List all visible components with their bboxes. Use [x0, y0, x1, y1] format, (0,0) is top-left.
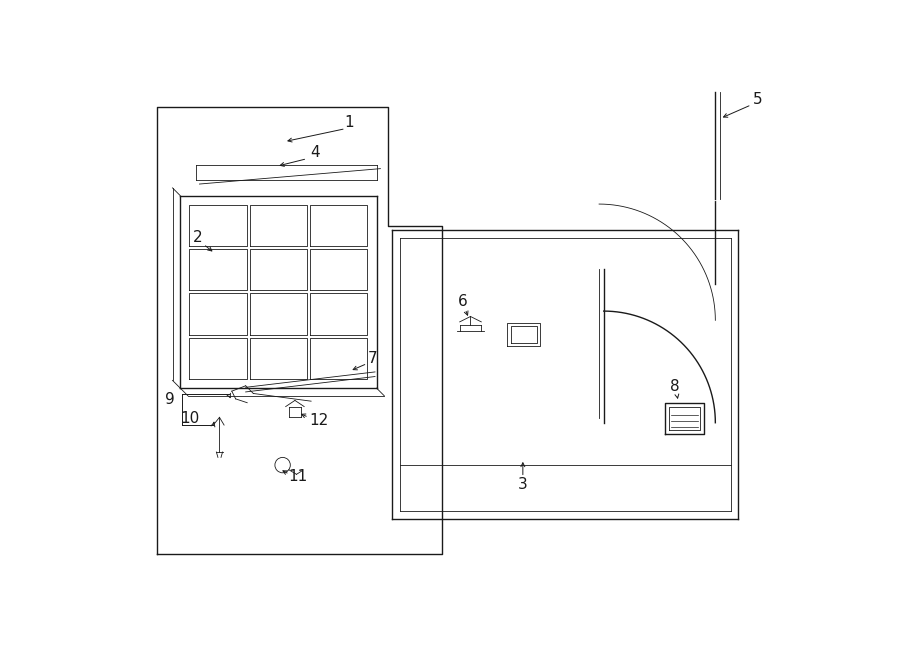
Text: 12: 12	[310, 413, 328, 428]
Text: 8: 8	[670, 379, 680, 394]
Text: 1: 1	[345, 115, 355, 130]
Text: 11: 11	[288, 469, 308, 484]
Text: 4: 4	[310, 145, 320, 160]
Text: 5: 5	[753, 92, 762, 107]
Text: 6: 6	[458, 294, 468, 309]
Text: 3: 3	[518, 477, 527, 492]
Text: 7: 7	[368, 352, 377, 366]
Text: 9: 9	[166, 392, 176, 407]
Text: 2: 2	[194, 231, 202, 245]
Text: 10: 10	[181, 411, 200, 426]
